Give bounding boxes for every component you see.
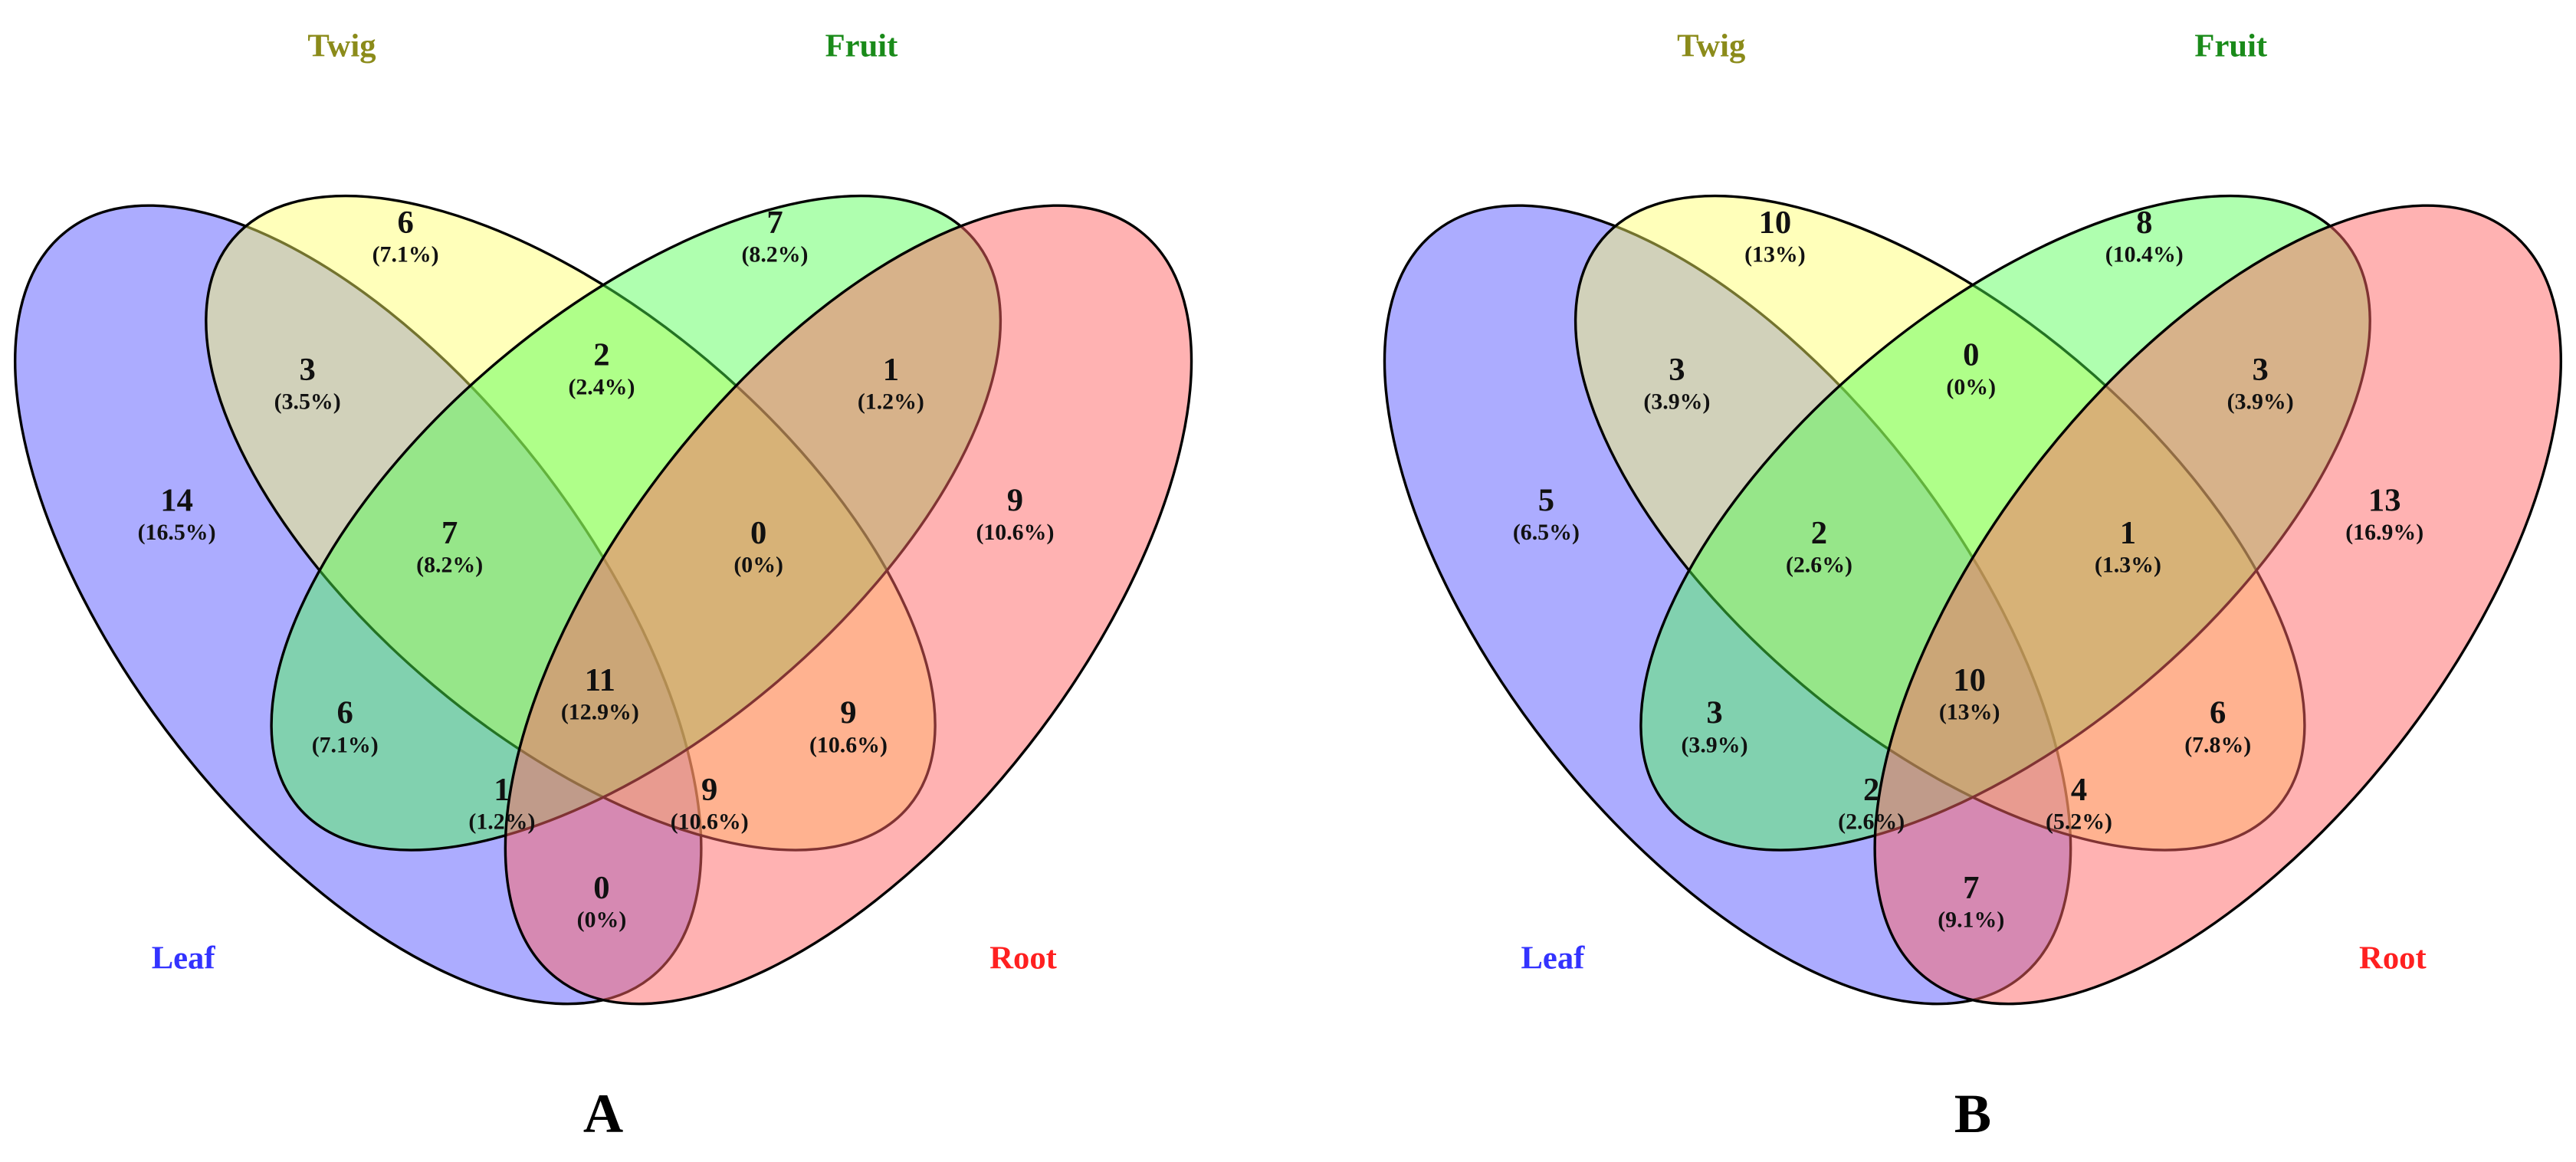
region-percent: (10.6%) bbox=[809, 732, 888, 757]
region-percent: (10.4%) bbox=[2105, 242, 2184, 268]
set-label: Leaf bbox=[1521, 940, 1585, 977]
region-percent: (3.9%) bbox=[1681, 732, 1747, 757]
region-percent: (13%) bbox=[1744, 242, 1806, 268]
region-percent: (6.5%) bbox=[1513, 520, 1580, 545]
region-count: 6 bbox=[397, 205, 413, 241]
region-count: 7 bbox=[441, 515, 458, 551]
region-count: 13 bbox=[2368, 483, 2401, 519]
region-percent: (0%) bbox=[733, 553, 783, 578]
region-count: 9 bbox=[1007, 483, 1023, 519]
region-count: 3 bbox=[2253, 352, 2269, 388]
region-percent: (8.2%) bbox=[741, 242, 808, 268]
region-count: 2 bbox=[593, 337, 609, 373]
set-label: Fruit bbox=[2194, 28, 2267, 64]
region-percent: (3.5%) bbox=[274, 389, 341, 414]
region-percent: (8.2%) bbox=[416, 553, 483, 578]
region-count: 14 bbox=[160, 483, 193, 519]
region-percent: (3.9%) bbox=[1643, 389, 1710, 414]
region-count: 3 bbox=[1706, 695, 1722, 731]
region-count: 11 bbox=[585, 662, 615, 698]
region-count: 0 bbox=[593, 870, 609, 906]
region-percent: (12.9%) bbox=[561, 700, 639, 725]
region-percent: (2.6%) bbox=[1786, 553, 1852, 578]
region-percent: (10.6%) bbox=[976, 520, 1054, 545]
set-ellipse bbox=[504, 204, 1193, 1006]
region-percent: (7.1%) bbox=[372, 242, 439, 268]
region-percent: (0%) bbox=[1946, 374, 1996, 399]
region-count: 1 bbox=[883, 352, 899, 388]
region-count: 1 bbox=[2120, 515, 2136, 551]
region-percent: (1.3%) bbox=[2095, 553, 2161, 578]
region-percent: (0%) bbox=[577, 907, 627, 932]
region-percent: (10.6%) bbox=[671, 809, 749, 834]
region-count: 9 bbox=[701, 772, 717, 808]
region-count: 2 bbox=[1863, 772, 1879, 808]
region-count: 10 bbox=[1953, 662, 1986, 698]
region-count: 8 bbox=[2136, 205, 2152, 241]
region-count: 9 bbox=[840, 695, 856, 731]
region-percent: (3.9%) bbox=[2227, 389, 2294, 414]
region-count: 5 bbox=[1538, 483, 1554, 519]
region-percent: (7.8%) bbox=[2184, 732, 2251, 757]
set-ellipse bbox=[1873, 204, 2562, 1006]
region-count: 10 bbox=[1759, 205, 1792, 241]
region-count: 6 bbox=[2210, 695, 2226, 731]
region-percent: (9.1%) bbox=[1938, 907, 2004, 932]
region-percent: (1.2%) bbox=[468, 809, 535, 834]
region-count: 7 bbox=[766, 205, 783, 241]
region-count: 2 bbox=[1811, 515, 1827, 551]
region-percent: (16.5%) bbox=[138, 520, 216, 545]
region-percent: (5.2%) bbox=[2046, 809, 2112, 834]
region-count: 4 bbox=[2071, 772, 2087, 808]
region-count: 0 bbox=[750, 515, 766, 551]
set-label: Leaf bbox=[152, 940, 216, 977]
region-percent: (7.1%) bbox=[312, 732, 379, 757]
region-count: 1 bbox=[494, 772, 510, 808]
panel-label: A bbox=[583, 1082, 623, 1144]
region-count: 3 bbox=[1669, 352, 1685, 388]
region-count: 6 bbox=[337, 695, 353, 731]
region-count: 7 bbox=[1963, 870, 1979, 906]
set-label: Fruit bbox=[825, 28, 898, 64]
set-label: Root bbox=[2359, 940, 2427, 977]
region-count: 3 bbox=[300, 352, 316, 388]
region-percent: (16.9%) bbox=[2345, 520, 2423, 545]
region-percent: (1.2%) bbox=[858, 389, 924, 414]
region-count: 0 bbox=[1963, 337, 1979, 373]
set-label: Twig bbox=[1677, 28, 1745, 64]
panel-label: B bbox=[1954, 1082, 1991, 1144]
region-percent: (2.6%) bbox=[1838, 809, 1905, 834]
set-label: Twig bbox=[307, 28, 376, 64]
region-percent: (2.4%) bbox=[568, 374, 635, 399]
set-label: Root bbox=[989, 940, 1057, 977]
region-percent: (13%) bbox=[1939, 700, 2000, 725]
